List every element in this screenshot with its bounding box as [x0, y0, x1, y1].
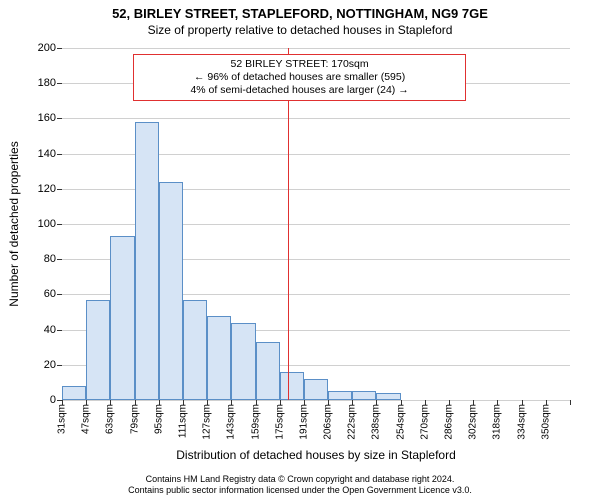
bar: [86, 300, 110, 400]
bar: [207, 316, 231, 400]
bar: [159, 182, 183, 400]
x-tick-mark: [570, 400, 571, 405]
bar: [280, 372, 304, 400]
x-tick-label: 127sqm: [202, 404, 213, 440]
bar: [304, 379, 328, 400]
annotation-line: 4% of semi-detached houses are larger (2…: [142, 84, 457, 97]
x-tick-label: 175sqm: [274, 404, 285, 440]
grid-line: [62, 48, 570, 49]
x-tick-label: 111sqm: [177, 404, 188, 438]
bar: [110, 236, 134, 400]
x-tick-label: 302sqm: [468, 404, 479, 440]
x-tick-label: 31sqm: [57, 404, 68, 434]
y-tick-label: 160: [38, 112, 56, 124]
bar: [256, 342, 280, 400]
y-tick-label: 200: [38, 42, 56, 54]
y-tick-mark: [57, 224, 62, 225]
x-tick-label: 318sqm: [492, 404, 503, 440]
page-subtitle: Size of property relative to detached ho…: [0, 21, 600, 37]
x-tick-label: 238sqm: [371, 404, 382, 440]
y-tick-label: 180: [38, 77, 56, 89]
x-tick-label: 63sqm: [105, 404, 116, 434]
x-tick-label: 191sqm: [298, 404, 309, 440]
x-tick-label: 286sqm: [444, 404, 455, 440]
y-tick-mark: [57, 118, 62, 119]
y-tick-label: 140: [38, 148, 56, 160]
x-tick-label: 254sqm: [395, 404, 406, 440]
bar: [376, 393, 400, 400]
page-title: 52, BIRLEY STREET, STAPLEFORD, NOTTINGHA…: [0, 0, 600, 21]
x-axis-label: Distribution of detached houses by size …: [62, 448, 570, 462]
y-tick-mark: [57, 330, 62, 331]
y-tick-mark: [57, 365, 62, 366]
x-tick-label: 222sqm: [347, 404, 358, 440]
footer-attribution: Contains HM Land Registry data © Crown c…: [0, 474, 600, 496]
y-tick-mark: [57, 294, 62, 295]
x-tick-label: 95sqm: [153, 404, 164, 434]
x-tick-label: 47sqm: [81, 404, 92, 434]
x-tick-label: 159sqm: [250, 404, 261, 440]
y-tick-label: 100: [38, 218, 56, 230]
y-tick-mark: [57, 259, 62, 260]
chart-area: 02040608010012014016018020031sqm47sqm63s…: [62, 48, 570, 400]
x-tick-label: 270sqm: [419, 404, 430, 440]
bar: [183, 300, 207, 400]
bar: [352, 391, 376, 400]
annotation-line: ← 96% of detached houses are smaller (59…: [142, 71, 457, 84]
y-tick-mark: [57, 83, 62, 84]
y-axis-label: Number of detached properties: [7, 141, 21, 306]
y-tick-mark: [57, 48, 62, 49]
plot: 02040608010012014016018020031sqm47sqm63s…: [62, 48, 570, 401]
bar: [62, 386, 86, 400]
grid-line: [62, 400, 570, 401]
x-tick-label: 206sqm: [323, 404, 334, 440]
y-tick-label: 20: [44, 359, 56, 371]
x-tick-label: 79sqm: [129, 404, 140, 434]
y-tick-label: 60: [44, 288, 56, 300]
x-tick-label: 334sqm: [516, 404, 527, 440]
y-tick-mark: [57, 154, 62, 155]
annotation-box: 52 BIRLEY STREET: 170sqm← 96% of detache…: [133, 54, 466, 101]
bar: [135, 122, 159, 400]
y-tick-label: 0: [50, 394, 56, 406]
y-tick-label: 80: [44, 253, 56, 265]
bar: [328, 391, 352, 400]
bar: [231, 323, 255, 400]
y-tick-label: 120: [38, 183, 56, 195]
y-tick-label: 40: [44, 324, 56, 336]
x-tick-label: 350sqm: [540, 404, 551, 440]
y-tick-mark: [57, 189, 62, 190]
footer-line-1: Contains HM Land Registry data © Crown c…: [0, 474, 600, 485]
x-tick-label: 143sqm: [226, 404, 237, 440]
annotation-line: 52 BIRLEY STREET: 170sqm: [142, 58, 457, 71]
grid-line: [62, 118, 570, 119]
footer-line-2: Contains public sector information licen…: [0, 485, 600, 496]
